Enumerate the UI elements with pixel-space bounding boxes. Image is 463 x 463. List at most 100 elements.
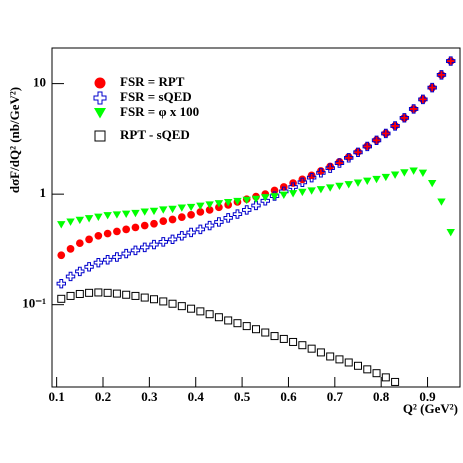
marker: [75, 216, 85, 225]
marker: [57, 221, 66, 229]
marker: [140, 221, 149, 230]
marker: [399, 113, 410, 123]
marker: [196, 307, 205, 316]
marker: [150, 219, 158, 228]
marker: [159, 206, 168, 214]
marker: [400, 169, 409, 177]
marker: [214, 200, 224, 208]
plot-frame: [51, 47, 461, 388]
marker: [131, 223, 140, 232]
marker: [344, 181, 353, 189]
marker: [140, 293, 149, 302]
x-tick-label: 0.8: [373, 389, 390, 404]
marker: [334, 158, 345, 168]
marker: [381, 373, 390, 382]
marker: [75, 289, 84, 298]
marker: [326, 352, 335, 361]
marker: [195, 224, 206, 235]
marker: [428, 83, 437, 92]
marker: [400, 114, 409, 122]
marker: [84, 262, 94, 272]
marker: [446, 56, 456, 66]
marker: [298, 175, 307, 184]
marker: [427, 82, 437, 93]
marker: [85, 288, 94, 297]
marker: [113, 227, 121, 236]
marker: [66, 291, 75, 300]
marker: [102, 255, 113, 265]
marker: [122, 225, 131, 234]
marker: [297, 177, 308, 187]
marker: [288, 190, 298, 198]
marker: [223, 213, 233, 223]
y-tick-label: 10⁻¹: [22, 296, 46, 311]
x-axis-label: Q² (GeV²): [403, 401, 458, 416]
marker: [363, 142, 372, 150]
marker: [279, 334, 288, 343]
marker: [335, 355, 344, 364]
marker: [112, 252, 122, 262]
marker: [252, 325, 260, 334]
marker: [103, 229, 112, 238]
marker: [390, 121, 400, 131]
marker: [150, 295, 158, 304]
marker: [391, 377, 400, 386]
marker: [307, 187, 316, 195]
marker: [94, 77, 106, 89]
marker: [307, 344, 316, 353]
marker: [419, 95, 427, 104]
marker: [103, 288, 112, 297]
marker: [381, 129, 390, 138]
x-tick-label: 0.4: [188, 389, 205, 404]
marker: [362, 141, 372, 152]
marker: [317, 167, 325, 175]
marker: [196, 208, 205, 216]
marker: [130, 245, 141, 256]
marker: [112, 289, 121, 298]
marker: [168, 205, 177, 214]
marker: [316, 348, 325, 357]
x-tick-label: 0.7: [327, 389, 344, 404]
marker: [94, 231, 103, 240]
marker: [204, 220, 215, 231]
marker: [214, 313, 223, 322]
marker: [325, 163, 335, 173]
marker: [131, 291, 140, 300]
marker: [326, 162, 335, 171]
marker: [187, 304, 196, 313]
marker: [168, 299, 177, 308]
marker: [223, 199, 233, 207]
marker: [408, 104, 419, 114]
marker: [446, 57, 455, 65]
marker: [270, 193, 279, 201]
marker: [167, 234, 178, 245]
legend-label: FSR = sQED: [120, 89, 192, 104]
marker: [103, 212, 112, 220]
marker: [233, 319, 242, 328]
marker: [306, 172, 317, 183]
marker: [94, 108, 106, 119]
marker: [233, 197, 242, 206]
x-tick-label: 0.6: [280, 389, 297, 404]
marker: [289, 337, 298, 346]
marker: [261, 194, 270, 202]
marker: [196, 202, 205, 210]
marker: [344, 153, 354, 163]
marker: [251, 195, 261, 204]
marker: [325, 184, 335, 192]
marker: [149, 207, 159, 216]
legend-label: FSR = RPT: [120, 74, 185, 89]
marker: [214, 217, 224, 227]
x-tick-label: 0.3: [141, 389, 158, 404]
marker: [224, 316, 233, 325]
marker: [307, 171, 316, 180]
marker: [372, 136, 381, 144]
marker: [168, 215, 177, 224]
marker: [56, 278, 66, 289]
marker: [260, 196, 270, 206]
marker: [409, 105, 418, 113]
y-axis-label: dσF/dQ² (nb/GeV²): [7, 87, 22, 193]
marker: [131, 209, 140, 218]
marker: [353, 179, 363, 187]
marker: [446, 228, 455, 237]
